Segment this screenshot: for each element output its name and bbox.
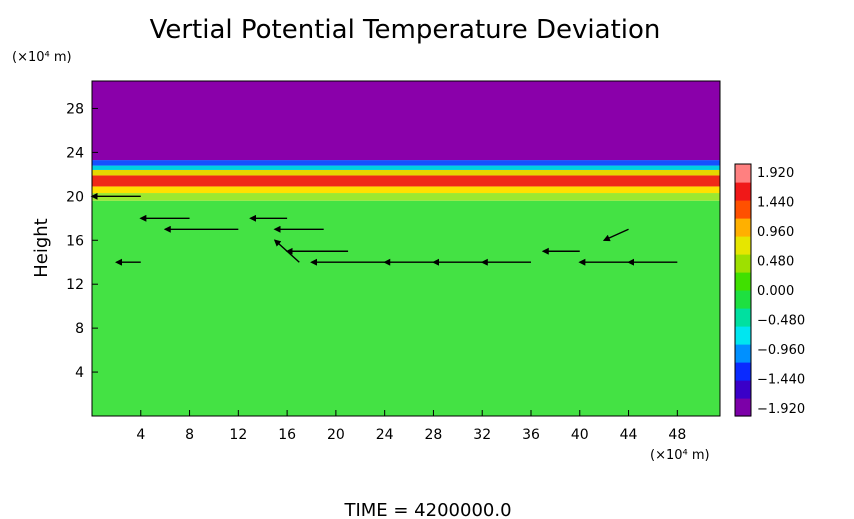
x-tick-label: 12 (229, 427, 247, 443)
y-tick-label: 24 (66, 145, 84, 161)
field-band (92, 165, 720, 170)
x-tick-label: 20 (327, 427, 345, 443)
colorbar-swatch (735, 308, 751, 327)
field-band (92, 160, 720, 166)
y-axis-label: Height (31, 218, 52, 278)
x-unit-label: (×10⁴ m) (650, 448, 710, 463)
colorbar-label: −0.480 (757, 314, 805, 329)
x-tick-label: 28 (425, 427, 443, 443)
colorbar-label: 0.000 (757, 284, 794, 299)
colorbar-swatch (735, 164, 751, 183)
colorbar-swatch (735, 200, 751, 219)
y-unit-label: (×10⁴ m) (12, 50, 72, 65)
colorbar-label: 0.480 (757, 255, 794, 270)
field-band (92, 193, 720, 201)
colorbar-swatch (735, 254, 751, 273)
plot-frame (91, 80, 721, 417)
field-band (92, 175, 720, 187)
temperature-field (92, 81, 720, 416)
y-tick-label: 8 (75, 321, 84, 337)
x-tick-label: 48 (668, 427, 686, 443)
x-tick-label: 40 (571, 427, 589, 443)
y-tick-label: 4 (75, 365, 84, 381)
colorbar-swatch (735, 290, 751, 309)
y-tick-label: 28 (66, 101, 84, 117)
x-tick-label: 16 (278, 427, 296, 443)
x-axis: 4 8 12 16 20 24 28 32 36 40 44 48 (136, 410, 686, 443)
colorbar: 1.920 1.440 0.960 0.480 0.000 −0.480 −0.960 −1.… (734, 163, 805, 417)
colorbar-label: −1.440 (757, 373, 805, 388)
colorbar-label: 1.920 (757, 166, 794, 181)
colorbar-label: −1.920 (757, 402, 805, 417)
colorbar-swatch (735, 398, 751, 417)
x-tick-label: 36 (522, 427, 540, 443)
x-tick-label: 4 (136, 427, 145, 443)
x-tick-label: 32 (473, 427, 491, 443)
field-band (92, 200, 720, 416)
colorbar-label: 1.440 (757, 196, 794, 211)
y-axis: 4 8 12 16 20 24 28 (66, 101, 98, 381)
y-tick-label: 20 (66, 189, 84, 205)
x-tick-label: 44 (620, 427, 638, 443)
wind-vector (602, 228, 629, 242)
colorbar-frame (734, 163, 752, 417)
colorbar-swatch (735, 272, 751, 291)
x-tick-label: 8 (185, 427, 194, 443)
colorbar-swatch (735, 380, 751, 399)
x-tick-label: 24 (376, 427, 394, 443)
field-band (92, 169, 720, 176)
colorbar-label: 0.960 (757, 225, 794, 240)
colorbar-swatch (735, 344, 751, 363)
chart-title: Vertial Potential Temperature Deviation (150, 15, 661, 45)
colorbar-swatch (735, 236, 751, 255)
wind-vectors (90, 192, 678, 266)
field-band (92, 186, 720, 194)
footer-time: TIME = 4200000.0 (343, 500, 511, 519)
y-tick-label: 16 (66, 233, 84, 249)
field-band (92, 81, 720, 161)
colorbar-swatch (735, 362, 751, 381)
colorbar-swatch (735, 326, 751, 345)
colorbar-swatch (735, 218, 751, 237)
colorbar-swatch (735, 182, 751, 201)
colorbar-label: −0.960 (757, 343, 805, 358)
y-tick-label: 12 (66, 277, 84, 293)
